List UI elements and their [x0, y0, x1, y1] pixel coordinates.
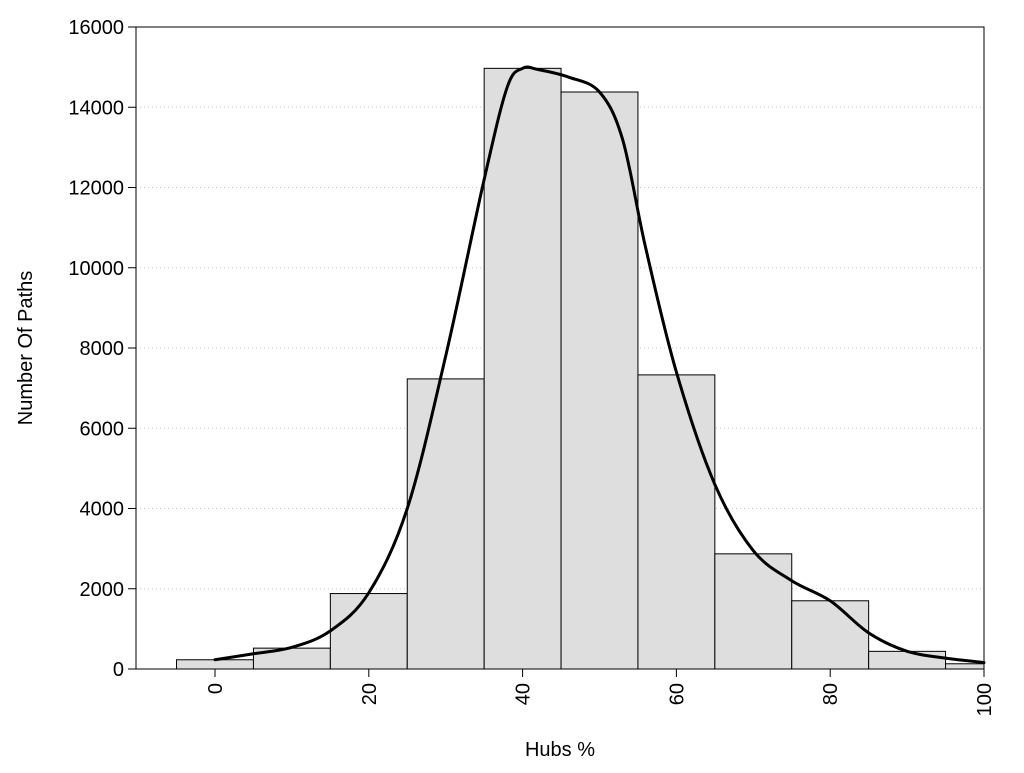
histogram-bar: [329, 593, 408, 670]
y-tick-label: 6000: [80, 418, 125, 440]
y-axis: 0 2000 4000 6000 8000 10000 12000 14000 16000: [68, 17, 136, 681]
density-curve: [213, 65, 986, 665]
x-tick-label: 20: [359, 683, 381, 705]
bars-layer: [176, 67, 985, 670]
y-axis-label: Number Of Paths: [15, 271, 37, 426]
histogram-bar: [714, 553, 793, 670]
y-tick-label: 0: [113, 659, 124, 681]
x-tick-label: 40: [513, 683, 535, 705]
y-tick-label: 8000: [80, 338, 125, 360]
x-tick-label: 0: [205, 683, 227, 694]
histogram-bar: [868, 650, 947, 670]
histogram-bar: [483, 67, 562, 670]
y-tick-label: 12000: [68, 178, 124, 200]
histogram-bar: [406, 378, 485, 670]
histogram-bar: [560, 91, 639, 670]
x-tick-label: 100: [974, 683, 996, 716]
x-tick-label: 60: [666, 683, 688, 705]
x-axis-label: Hubs %: [525, 739, 595, 761]
histogram-bar: [637, 374, 716, 670]
y-tick-label: 16000: [68, 17, 124, 39]
y-tick-label: 10000: [68, 258, 124, 280]
curve-layer: [213, 65, 986, 665]
x-tick-label: 80: [820, 683, 842, 705]
y-tick-label: 4000: [80, 499, 125, 521]
histogram-bar: [791, 600, 870, 670]
y-tick-label: 2000: [80, 579, 125, 601]
histogram-bar: [945, 663, 985, 670]
x-axis: 0 20 40 60 80 100: [205, 669, 996, 716]
y-tick-label: 14000: [68, 97, 124, 119]
